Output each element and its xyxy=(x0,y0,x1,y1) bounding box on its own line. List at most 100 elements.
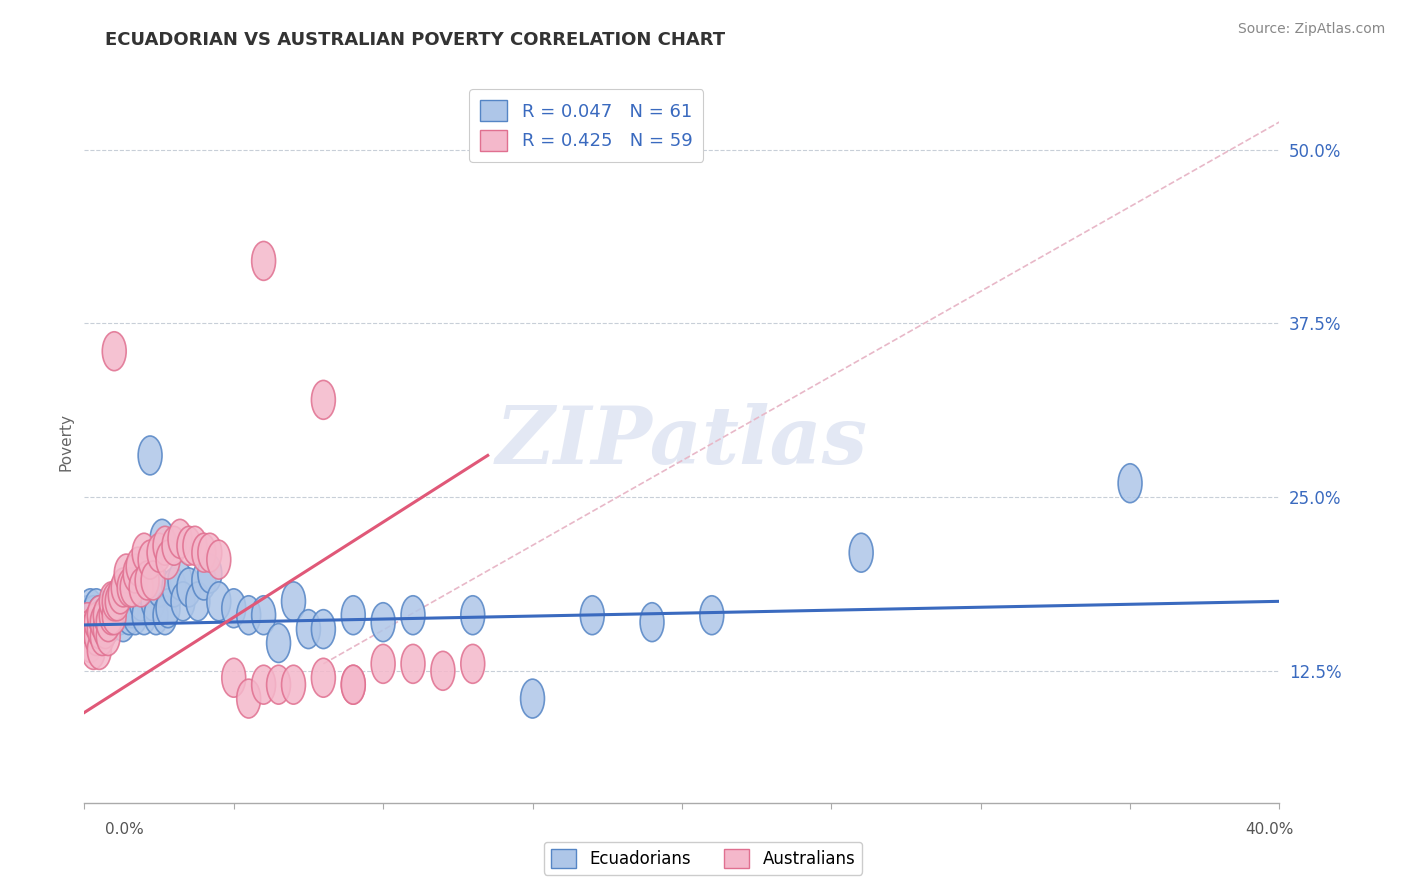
Ellipse shape xyxy=(76,603,100,641)
Ellipse shape xyxy=(169,561,191,600)
Ellipse shape xyxy=(105,582,129,621)
Ellipse shape xyxy=(145,596,169,635)
Ellipse shape xyxy=(198,554,222,593)
Ellipse shape xyxy=(141,561,165,600)
Ellipse shape xyxy=(432,651,456,690)
Ellipse shape xyxy=(153,526,177,566)
Ellipse shape xyxy=(183,526,207,566)
Ellipse shape xyxy=(371,603,395,641)
Ellipse shape xyxy=(129,582,153,621)
Ellipse shape xyxy=(371,644,395,683)
Ellipse shape xyxy=(1118,464,1142,503)
Ellipse shape xyxy=(93,609,117,648)
Ellipse shape xyxy=(103,332,127,371)
Ellipse shape xyxy=(79,624,103,663)
Ellipse shape xyxy=(401,644,425,683)
Ellipse shape xyxy=(90,616,114,656)
Text: ECUADORIAN VS AUSTRALIAN POVERTY CORRELATION CHART: ECUADORIAN VS AUSTRALIAN POVERTY CORRELA… xyxy=(105,31,725,49)
Ellipse shape xyxy=(281,582,305,621)
Ellipse shape xyxy=(79,609,103,648)
Ellipse shape xyxy=(127,568,150,607)
Ellipse shape xyxy=(103,596,127,635)
Text: Source: ZipAtlas.com: Source: ZipAtlas.com xyxy=(1237,22,1385,37)
Ellipse shape xyxy=(87,596,111,635)
Ellipse shape xyxy=(312,658,336,698)
Ellipse shape xyxy=(124,554,148,593)
Text: 0.0%: 0.0% xyxy=(105,822,145,837)
Ellipse shape xyxy=(236,679,260,718)
Ellipse shape xyxy=(281,665,305,704)
Ellipse shape xyxy=(96,616,121,656)
Ellipse shape xyxy=(76,596,100,635)
Ellipse shape xyxy=(193,561,217,600)
Ellipse shape xyxy=(96,596,121,635)
Ellipse shape xyxy=(100,589,124,628)
Ellipse shape xyxy=(148,568,172,607)
Ellipse shape xyxy=(93,600,117,639)
Ellipse shape xyxy=(111,568,135,607)
Ellipse shape xyxy=(312,609,336,648)
Ellipse shape xyxy=(90,599,114,638)
Ellipse shape xyxy=(82,631,105,669)
Ellipse shape xyxy=(135,561,159,600)
Ellipse shape xyxy=(108,582,132,621)
Ellipse shape xyxy=(108,596,132,635)
Ellipse shape xyxy=(849,533,873,572)
Ellipse shape xyxy=(117,596,141,635)
Ellipse shape xyxy=(87,596,111,635)
Ellipse shape xyxy=(342,665,366,704)
Ellipse shape xyxy=(100,596,124,635)
Ellipse shape xyxy=(93,596,117,635)
Ellipse shape xyxy=(520,679,544,718)
Ellipse shape xyxy=(156,541,180,579)
Ellipse shape xyxy=(162,526,186,566)
Ellipse shape xyxy=(138,541,162,579)
Ellipse shape xyxy=(162,568,186,607)
Ellipse shape xyxy=(342,596,366,635)
Ellipse shape xyxy=(103,589,127,628)
Ellipse shape xyxy=(222,658,246,698)
Ellipse shape xyxy=(100,582,124,621)
Ellipse shape xyxy=(84,589,108,628)
Ellipse shape xyxy=(87,631,111,669)
Ellipse shape xyxy=(127,547,150,586)
Ellipse shape xyxy=(401,596,425,635)
Ellipse shape xyxy=(177,568,201,607)
Ellipse shape xyxy=(111,603,135,641)
Y-axis label: Poverty: Poverty xyxy=(58,412,73,471)
Ellipse shape xyxy=(207,582,231,621)
Ellipse shape xyxy=(252,665,276,704)
Ellipse shape xyxy=(79,589,103,628)
Ellipse shape xyxy=(461,596,485,635)
Ellipse shape xyxy=(267,624,291,663)
Ellipse shape xyxy=(135,568,159,607)
Ellipse shape xyxy=(148,533,172,572)
Ellipse shape xyxy=(342,665,366,704)
Ellipse shape xyxy=(156,589,180,628)
Ellipse shape xyxy=(236,596,260,635)
Ellipse shape xyxy=(114,554,138,593)
Ellipse shape xyxy=(150,519,174,558)
Ellipse shape xyxy=(129,568,153,607)
Ellipse shape xyxy=(153,596,177,635)
Ellipse shape xyxy=(82,596,105,635)
Ellipse shape xyxy=(93,609,117,648)
Ellipse shape xyxy=(207,541,231,579)
Ellipse shape xyxy=(252,242,276,280)
Ellipse shape xyxy=(96,603,121,641)
Ellipse shape xyxy=(87,609,111,648)
Ellipse shape xyxy=(90,603,114,641)
Ellipse shape xyxy=(172,582,195,621)
Ellipse shape xyxy=(121,589,145,628)
Ellipse shape xyxy=(105,591,129,631)
Ellipse shape xyxy=(581,596,605,635)
Ellipse shape xyxy=(640,603,664,641)
Ellipse shape xyxy=(117,582,141,621)
Ellipse shape xyxy=(169,519,191,558)
Ellipse shape xyxy=(267,665,291,704)
Text: ZIPatlas: ZIPatlas xyxy=(496,403,868,480)
Ellipse shape xyxy=(103,596,127,635)
Ellipse shape xyxy=(96,591,121,631)
Ellipse shape xyxy=(103,582,127,621)
Ellipse shape xyxy=(87,603,111,641)
